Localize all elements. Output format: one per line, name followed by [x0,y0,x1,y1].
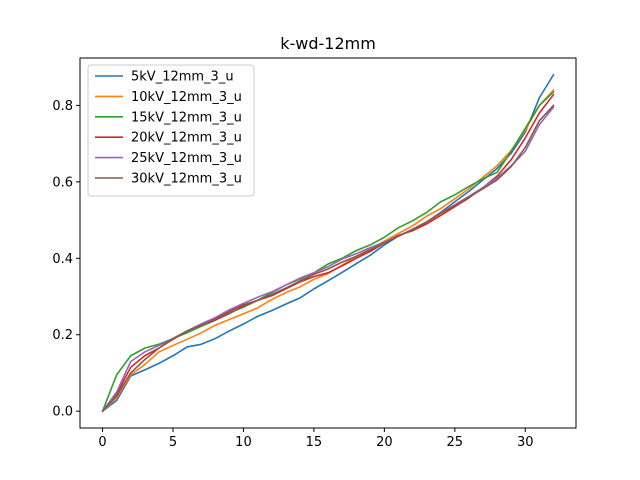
x-tick-label: 10 [235,435,252,450]
legend-label-2: 10kV_12mm_3_u [131,90,242,105]
x-tick-label: 20 [376,435,393,450]
y-tick-label: 0.6 [52,175,73,190]
chart-title: k-wd-12mm [280,34,376,53]
y-tick-label: 0.2 [52,328,73,343]
x-tick-label: 0 [98,435,106,450]
series-line-6 [101,104,555,413]
plot-area-frame [79,57,577,429]
legend-box [87,64,255,197]
series-layer [101,73,555,413]
x-tick-label: 5 [169,435,177,450]
y-axis: 0.0 0.2 0.4 0.6 0.8 [52,99,80,420]
legend-label-5: 25kV_12mm_3_u [131,151,242,166]
legend: 5kV_12mm_3_u 10kV_12mm_3_u 15kV_12mm_3_u 20… [87,64,255,197]
y-tick-label: 0.4 [52,252,73,267]
x-axis: 0 5 10 15 20 25 30 [98,428,534,450]
y-tick-label: 0.0 [52,405,73,420]
series-line-1 [101,73,555,413]
legend-label-4: 20kV_12mm_3_u [131,131,242,146]
legend-label-6: 30kV_12mm_3_u [131,172,242,187]
legend-label-3: 15kV_12mm_3_u [131,110,242,125]
x-tick-label: 25 [447,435,464,450]
x-tick-label: 15 [306,435,323,450]
legend-label-1: 5kV_12mm_3_u [131,70,234,85]
y-tick-label: 0.8 [52,99,73,114]
x-tick-label: 30 [517,435,534,450]
